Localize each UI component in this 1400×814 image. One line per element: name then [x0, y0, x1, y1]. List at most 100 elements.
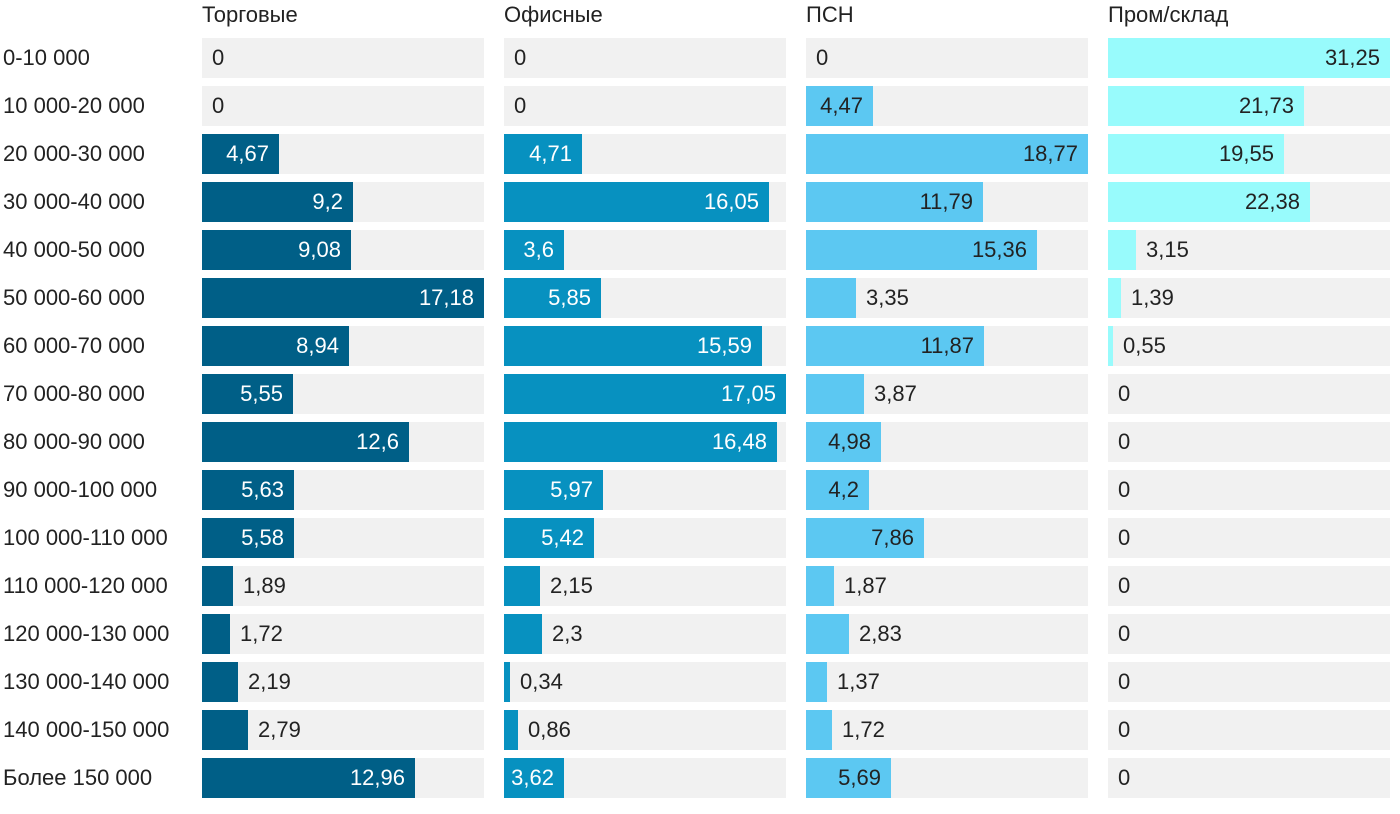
- bar-track: 15,36: [806, 230, 1088, 270]
- data-label: 12,96: [349, 765, 405, 790]
- bar-track: 3,15: [1108, 230, 1390, 270]
- data-label: 0: [1118, 765, 1131, 790]
- data-label: 18,77: [1022, 141, 1078, 166]
- bar-track: 31,25: [1108, 38, 1390, 78]
- bar-track: 4,67: [202, 134, 484, 174]
- data-label: 0: [1118, 621, 1131, 646]
- series-header: Офисные: [504, 2, 603, 27]
- bar: [202, 374, 293, 414]
- bar: [806, 662, 827, 702]
- bar-track: 2,15: [504, 566, 786, 606]
- data-label: 3,62: [511, 765, 554, 790]
- bar: [806, 614, 849, 654]
- bar: [504, 566, 540, 606]
- bar-track: 2,79: [202, 710, 484, 750]
- category-label: 120 000-130 000: [3, 621, 170, 646]
- bar-track: 0: [806, 38, 1088, 78]
- bar-track: 12,96: [202, 758, 484, 798]
- data-label: 5,42: [541, 525, 584, 550]
- bar-track: 1,39: [1108, 278, 1390, 318]
- category-label: 70 000-80 000: [3, 381, 145, 406]
- bar-track: 11,87: [806, 326, 1088, 366]
- bar-track: 4,98: [806, 422, 1088, 462]
- data-label: 0,86: [528, 717, 571, 742]
- bar-track: 0: [1108, 758, 1390, 798]
- data-label: 0: [1118, 717, 1131, 742]
- bar: [504, 182, 769, 222]
- data-label: 3,15: [1146, 237, 1189, 262]
- data-label: 0,55: [1123, 333, 1166, 358]
- bar-track: 4,71: [504, 134, 786, 174]
- data-label: 16,05: [703, 189, 759, 214]
- bar-track: 3,87: [806, 374, 1088, 414]
- data-label: 7,86: [871, 525, 914, 550]
- bar: [202, 278, 484, 318]
- category-label: 50 000-60 000: [3, 285, 145, 310]
- category-label: 30 000-40 000: [3, 189, 145, 214]
- bar-track: 0,55: [1108, 326, 1390, 366]
- category-label: 0-10 000: [3, 45, 90, 70]
- bar: [1108, 182, 1310, 222]
- bar-track: 1,89: [202, 566, 484, 606]
- bar-track: 5,55: [202, 374, 484, 414]
- data-label: 5,58: [241, 525, 284, 550]
- data-label: 5,97: [550, 477, 593, 502]
- bar-track: 5,69: [806, 758, 1088, 798]
- data-label: 15,59: [696, 333, 752, 358]
- bar: [504, 710, 518, 750]
- data-label: 5,63: [241, 477, 284, 502]
- bar: [806, 710, 832, 750]
- bar-track: 5,85: [504, 278, 786, 318]
- bar: [1108, 38, 1390, 78]
- bar: [202, 758, 415, 798]
- bar-track: 2,83: [806, 614, 1088, 654]
- bar: [504, 134, 582, 174]
- bar-track: 2,19: [202, 662, 484, 702]
- bar-track: 0: [1108, 614, 1390, 654]
- data-label: 0: [514, 45, 527, 70]
- bar-track: 16,48: [504, 422, 786, 462]
- bar: [1108, 86, 1304, 126]
- data-label: 9,2: [312, 189, 343, 214]
- bar: [504, 278, 601, 318]
- data-label: 3,35: [866, 285, 909, 310]
- bar-track: 21,73: [1108, 86, 1390, 126]
- bar-track: 0,34: [504, 662, 786, 702]
- data-label: 0: [1118, 669, 1131, 694]
- bar: [806, 518, 924, 558]
- category-label: 130 000-140 000: [3, 669, 170, 694]
- data-label: 2,79: [258, 717, 301, 742]
- series-header: Торговые: [202, 2, 298, 27]
- data-label: 0: [1118, 381, 1131, 406]
- bar: [806, 422, 881, 462]
- data-label: 11,79: [919, 189, 973, 214]
- bar-track: 1,37: [806, 662, 1088, 702]
- data-label: 12,6: [356, 429, 399, 454]
- bar-track: 3,6: [504, 230, 786, 270]
- category-label: 80 000-90 000: [3, 429, 145, 454]
- category-label: 20 000-30 000: [3, 141, 145, 166]
- data-label: 17,05: [720, 381, 776, 406]
- bar-track: 1,72: [202, 614, 484, 654]
- bar: [504, 518, 594, 558]
- data-label: 3,87: [874, 381, 917, 406]
- bar-track: 0: [202, 38, 484, 78]
- bar-track: 2,3: [504, 614, 786, 654]
- bar-track: 12,6: [202, 422, 484, 462]
- bar-track: 0: [1108, 470, 1390, 510]
- data-label: 4,71: [529, 141, 572, 166]
- data-label: 19,55: [1218, 141, 1274, 166]
- bar: [202, 326, 349, 366]
- data-label: 4,98: [828, 429, 871, 454]
- bar: [504, 422, 777, 462]
- category-label: 40 000-50 000: [3, 237, 145, 262]
- category-label: 10 000-20 000: [3, 93, 145, 118]
- bar-track: 17,05: [504, 374, 786, 414]
- bar-track: 11,79: [806, 182, 1088, 222]
- bar: [806, 86, 873, 126]
- bar-track: 5,58: [202, 518, 484, 558]
- bar-track: 18,77: [806, 134, 1088, 174]
- data-label: 4,47: [820, 93, 863, 118]
- category-label: 110 000-120 000: [3, 573, 168, 598]
